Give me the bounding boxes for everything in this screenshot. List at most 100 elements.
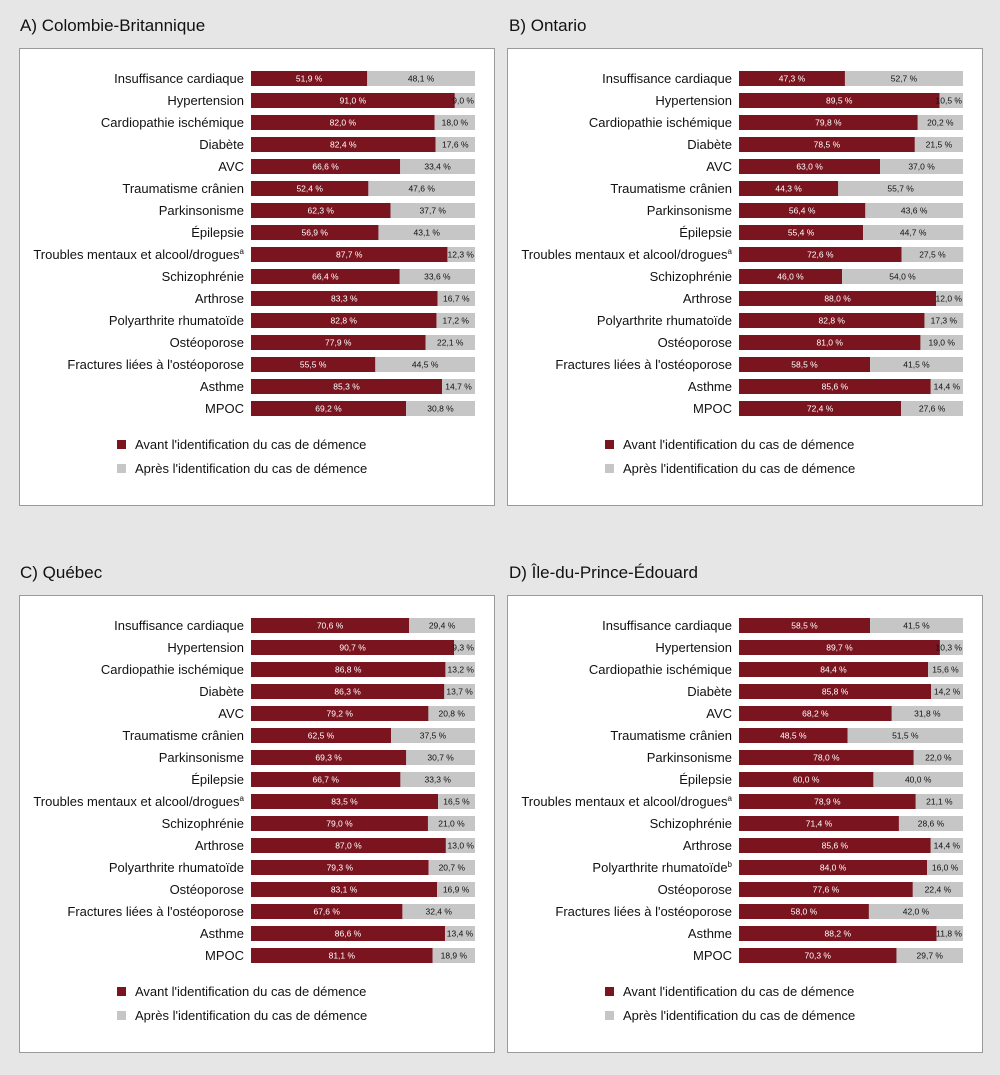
category-label: Insuffisance cardiaque — [114, 618, 244, 633]
value-label-before: 91,0 % — [340, 96, 367, 106]
category-label: AVC — [706, 706, 732, 721]
category-label: Arthrose — [683, 838, 732, 853]
value-label-after: 10,3 % — [936, 643, 963, 653]
bar-after — [428, 706, 475, 721]
value-label-before: 66,6 % — [312, 162, 339, 172]
category-label: Asthme — [200, 379, 244, 394]
bar-after — [939, 640, 963, 655]
value-label-after: 16,0 % — [932, 863, 959, 873]
value-label-after: 29,7 % — [917, 951, 944, 961]
value-label-before: 48,5 % — [780, 731, 807, 741]
category-label: Parkinsonisme — [647, 203, 732, 218]
value-label-after: 9,3 % — [452, 643, 474, 653]
panel-b: Insuffisance cardiaque 47,3 % 52,7 % Hypert… — [507, 48, 983, 506]
category-label: Ostéoporose — [170, 335, 244, 350]
bar-before — [739, 948, 897, 963]
value-label-before: 62,5 % — [308, 731, 335, 741]
value-label-before: 70,3 % — [805, 951, 832, 961]
category-label: Polyarthrite rhumatoïde — [597, 313, 732, 328]
bar-after — [844, 71, 963, 86]
value-label-after: 27,5 % — [919, 250, 946, 260]
bar-before — [739, 706, 892, 721]
legend-label-before: Avant l'identification du cas de démence — [135, 984, 366, 999]
value-label-before: 89,5 % — [826, 96, 853, 106]
legend-swatch-after — [117, 1011, 126, 1020]
value-label-before: 58,0 % — [791, 907, 818, 917]
value-label-after: 17,3 % — [931, 316, 958, 326]
bar-before — [251, 181, 369, 196]
category-label: Asthme — [688, 926, 732, 941]
bar-before — [251, 860, 429, 875]
value-label-before: 81,0 % — [816, 338, 843, 348]
bar-before — [251, 838, 446, 853]
bar-before — [739, 115, 918, 130]
category-label: Cardiopathie ischémique — [589, 115, 732, 130]
bar-before — [251, 662, 446, 677]
value-label-before: 79,3 % — [327, 863, 354, 873]
bar-before — [739, 93, 940, 108]
value-label-after: 14,4 % — [934, 841, 961, 851]
value-label-before: 66,4 % — [312, 272, 339, 282]
value-label-before: 58,5 % — [791, 360, 818, 370]
category-label: Traumatisme crânien — [610, 181, 732, 196]
value-label-before: 72,6 % — [807, 250, 834, 260]
category-label: Troubles mentaux et alcool/droguesa — [33, 794, 244, 809]
value-label-before: 70,6 % — [317, 621, 344, 631]
value-label-after: 11,8 % — [936, 929, 962, 939]
value-label-before: 86,8 % — [335, 665, 362, 675]
category-label: Ostéoporose — [170, 882, 244, 897]
value-label-after: 37,7 % — [420, 206, 447, 216]
legend-label-before: Avant l'identification du cas de démence — [135, 437, 366, 452]
category-label: Cardiopathie ischémique — [101, 662, 244, 677]
panel-title-c: C) Québec — [20, 563, 103, 582]
panel-title-b: B) Ontario — [509, 16, 587, 35]
bar-after — [437, 882, 475, 897]
value-label-after: 12,0 % — [936, 294, 963, 304]
value-label-after: 52,7 % — [891, 74, 918, 84]
bar-after — [917, 115, 963, 130]
value-label-after: 32,4 % — [425, 907, 452, 917]
value-label-after: 29,4 % — [429, 621, 456, 631]
bar-after — [863, 225, 964, 240]
category-label: Ostéoporose — [658, 882, 732, 897]
value-label-before: 77,9 % — [325, 338, 352, 348]
bar-before — [251, 904, 403, 919]
category-label: AVC — [706, 159, 732, 174]
bar-after — [930, 838, 963, 853]
category-label: Schizophrénie — [650, 269, 732, 284]
bar-before — [251, 203, 391, 218]
bar-before — [739, 137, 915, 152]
value-label-after: 20,2 % — [927, 118, 954, 128]
legend-swatch-after — [605, 464, 614, 473]
value-label-after: 15,6 % — [932, 665, 959, 675]
bar-before — [251, 93, 455, 108]
bar-before — [739, 750, 914, 765]
bar-after — [873, 772, 963, 787]
value-label-after: 33,3 % — [424, 775, 451, 785]
value-label-before: 55,4 % — [788, 228, 815, 238]
bar-before — [739, 71, 845, 86]
bar-before — [251, 291, 438, 306]
category-label: Fractures liées à l'ostéoporose — [67, 904, 244, 919]
bar-before — [251, 772, 401, 787]
value-label-after: 14,4 % — [934, 382, 961, 392]
value-label-after: 44,7 % — [900, 228, 927, 238]
value-label-after: 22,0 % — [925, 753, 952, 763]
value-label-after: 30,8 % — [427, 404, 454, 414]
bar-before — [739, 926, 937, 941]
legend-label-after: Après l'identification du cas de démence — [135, 1008, 367, 1023]
bar-before — [739, 247, 902, 262]
bar-after — [891, 706, 963, 721]
value-label-after: 16,5 % — [443, 797, 470, 807]
value-label-after: 13,4 % — [447, 929, 474, 939]
bar-before — [251, 816, 428, 831]
bar-before — [739, 618, 871, 633]
value-label-before: 56,4 % — [789, 206, 816, 216]
category-label: Hypertension — [167, 640, 244, 655]
value-label-before: 77,6 % — [813, 885, 840, 895]
category-label: Arthrose — [683, 291, 732, 306]
value-label-after: 20,7 % — [439, 863, 466, 873]
bar-after — [901, 401, 963, 416]
bar-after — [842, 269, 963, 284]
legend-label-after: Après l'identification du cas de démence — [623, 1008, 855, 1023]
